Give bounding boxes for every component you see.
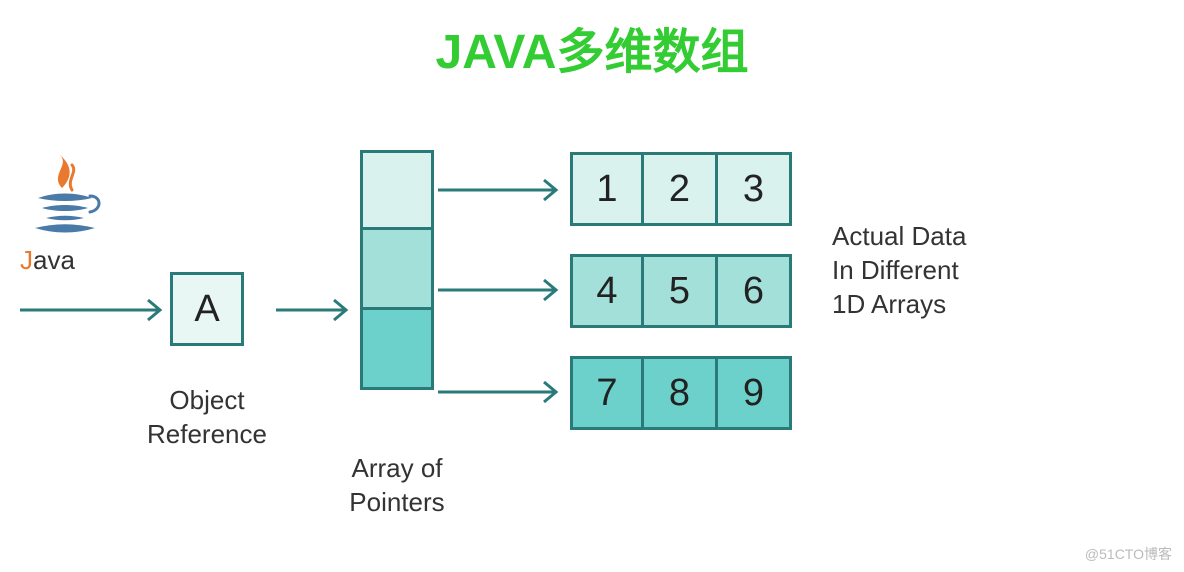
data-cell-2-0: 7 [570, 356, 644, 430]
arrow-ptr-to-row1 [438, 180, 556, 200]
arrow-ptr-to-row2 [438, 280, 556, 300]
data-cell-0-0: 1 [570, 152, 644, 226]
data-cell-1-2: 6 [718, 254, 792, 328]
pointer-cell-0 [360, 150, 434, 230]
data-cell-1-0: 4 [570, 254, 644, 328]
pointer-array-label: Array ofPointers [320, 452, 474, 520]
java-logo: Java [20, 150, 110, 276]
object-reference-box: A [170, 272, 244, 346]
data-cell-1-1: 5 [644, 254, 718, 328]
watermark: @51CTO博客 [1085, 544, 1172, 564]
data-cell-2-2: 9 [718, 356, 792, 430]
pointer-cell-2 [360, 310, 434, 390]
page-title: JAVA多维数组 [0, 12, 1184, 82]
pointer-cell-1 [360, 230, 434, 310]
arrow-ptr-to-row3 [438, 382, 556, 402]
arrow-logo-to-ref [20, 300, 160, 320]
data-arrays-label: Actual Data In Different 1D Arrays [832, 220, 1132, 321]
arrow-ref-to-ptr [276, 300, 346, 320]
java-logo-text: Java [20, 245, 110, 276]
object-reference-label: ObjectReference [140, 384, 274, 452]
data-cell-0-2: 3 [718, 152, 792, 226]
java-steam-icon [20, 150, 110, 240]
data-cell-0-1: 2 [644, 152, 718, 226]
data-cell-2-1: 8 [644, 356, 718, 430]
